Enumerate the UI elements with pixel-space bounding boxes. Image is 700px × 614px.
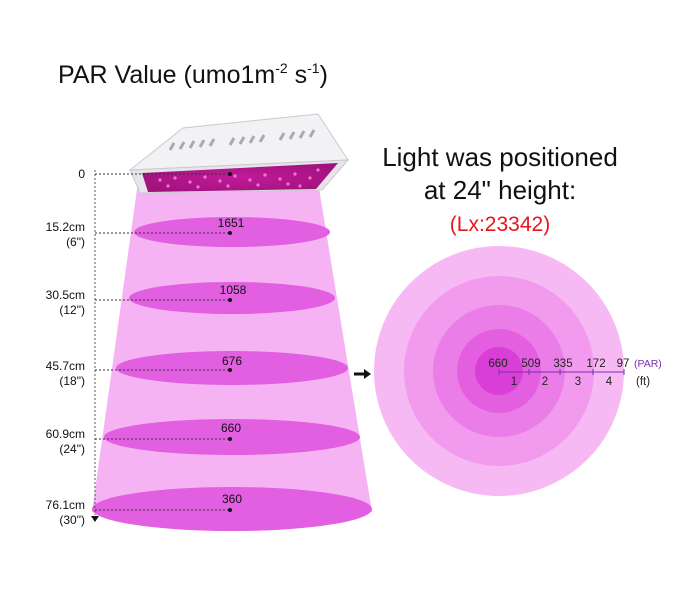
level-guides — [95, 173, 230, 511]
level-label-cm: 45.7cm — [46, 359, 85, 373]
level-label-cm: 76.1cm — [46, 498, 85, 512]
distance-tick-label: 1 — [511, 376, 517, 388]
ring-par-value: 335 — [553, 358, 572, 370]
level-label-cm: 15.2cm — [46, 220, 85, 234]
ring-par-value: 172 — [586, 358, 605, 370]
par-value: 1651 — [218, 216, 245, 230]
level-label-inch: (24") — [59, 442, 85, 456]
distance-tick-label: 4 — [606, 376, 613, 388]
distance-tick-label: 3 — [575, 376, 581, 388]
par-value: 660 — [221, 421, 241, 435]
par-disk-6in — [134, 217, 330, 247]
lux-value: (Lx:23342) — [450, 213, 550, 236]
par-disk-30in — [92, 487, 372, 531]
distance-tick-label: 2 — [542, 376, 548, 388]
headline-line2: at 24" height: — [424, 175, 576, 205]
par-value: 676 — [222, 354, 242, 368]
headline-line1: Light was positioned — [382, 142, 618, 172]
level-markers — [228, 172, 232, 512]
distance-scale — [498, 369, 625, 375]
level-label-inch: (18") — [59, 374, 85, 388]
level-label-inch: (6") — [66, 235, 85, 249]
level-label-0: 0 — [78, 167, 85, 181]
grow-light-fixture — [128, 113, 350, 194]
level-label-inch: (12") — [59, 303, 85, 317]
page-title: PAR Value (umo1m-2 s-1) — [58, 60, 328, 89]
axis-arrow-icon — [91, 516, 99, 522]
par-unit-label: (PAR) — [634, 358, 662, 370]
par-value: 360 — [222, 492, 242, 506]
par-disk-24in — [104, 419, 360, 455]
arrow-right-icon — [354, 369, 371, 379]
par-disk-18in — [116, 351, 348, 385]
level-label-cm: 30.5cm — [46, 288, 85, 302]
level-label-inch: (30") — [59, 513, 85, 527]
ring-par-value: 97 — [617, 358, 630, 370]
ring-par-value: 509 — [521, 358, 540, 370]
distance-unit-label: (ft) — [636, 376, 650, 388]
par-value: 1058 — [220, 283, 247, 297]
level-label-cm: 60.9cm — [46, 427, 85, 441]
ring-par-value: 660 — [488, 358, 507, 370]
par-disk-12in — [129, 282, 335, 314]
height-axis — [91, 170, 99, 522]
